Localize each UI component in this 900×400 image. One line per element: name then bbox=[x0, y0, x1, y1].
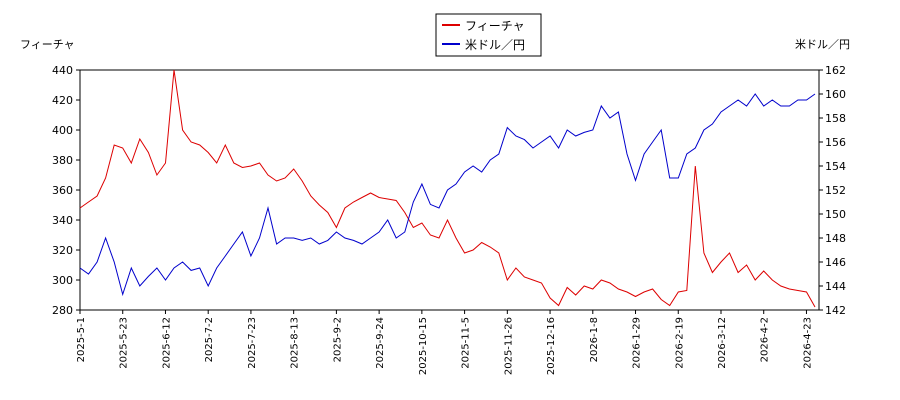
legend bbox=[435, 13, 542, 57]
y-tick-label: 380 bbox=[52, 154, 73, 167]
y2-tick-label: 158 bbox=[825, 112, 846, 125]
series-line bbox=[79, 69, 816, 308]
y-axis-label: フィーチャ bbox=[20, 38, 75, 51]
x-tick-label: 2026-3-12 bbox=[717, 317, 728, 369]
y2-tick-label: 162 bbox=[825, 64, 846, 77]
x-tick-label: 2025-5-23 bbox=[119, 317, 130, 369]
y-tick-label: 360 bbox=[52, 184, 73, 197]
legend-label: フィーチャ bbox=[465, 19, 525, 33]
x-tick-label: 2026-1-29 bbox=[632, 317, 643, 369]
y-tick-label: 280 bbox=[52, 304, 73, 317]
legend-label: 米ドル／円 bbox=[465, 38, 525, 52]
y2-tick-label: 146 bbox=[825, 256, 846, 269]
y2-tick-label: 156 bbox=[825, 136, 846, 149]
series-line bbox=[79, 93, 816, 297]
x-tick-label: 2025-9-2 bbox=[332, 317, 343, 362]
y2-tick-label: 150 bbox=[825, 208, 846, 221]
y2-tick-label: 154 bbox=[825, 160, 846, 173]
y-tick-label: 300 bbox=[52, 274, 73, 287]
y-tick-label: 340 bbox=[52, 214, 73, 227]
y-tick-label: 440 bbox=[52, 64, 73, 77]
x-tick-label: 2025-12-16 bbox=[546, 317, 557, 375]
x-tick-label: 2026-1-8 bbox=[589, 317, 600, 362]
x-tick-label: 2026-4-23 bbox=[802, 317, 813, 369]
x-tick-label: 2025-8-13 bbox=[290, 317, 301, 369]
x-tick-label: 2025-6-12 bbox=[161, 317, 172, 369]
x-tick-label: 2025-11-26 bbox=[503, 317, 514, 375]
y2-tick-label: 144 bbox=[825, 280, 846, 293]
plot-frame bbox=[79, 69, 820, 311]
y2-tick-label: 148 bbox=[825, 232, 846, 245]
y2-axis-label: 米ドル／円 bbox=[795, 38, 850, 51]
y2-tick-label: 160 bbox=[825, 88, 846, 101]
x-tick-label: 2025-5-1 bbox=[76, 317, 87, 362]
y-tick-label: 400 bbox=[52, 124, 73, 137]
y2-tick-label: 142 bbox=[825, 304, 846, 317]
y-tick-label: 320 bbox=[52, 244, 73, 257]
x-tick-label: 2025-7-2 bbox=[204, 317, 215, 362]
y2-tick-label: 152 bbox=[825, 184, 846, 197]
x-tick-label: 2026-2-19 bbox=[674, 317, 685, 369]
y-tick-label: 420 bbox=[52, 94, 73, 107]
x-tick-label: 2025-11-5 bbox=[461, 317, 472, 369]
x-tick-label: 2025-7-23 bbox=[247, 317, 258, 369]
x-tick-label: 2025-9-24 bbox=[375, 317, 386, 369]
x-tick-label: 2025-10-15 bbox=[418, 317, 429, 375]
x-tick-label: 2026-4-2 bbox=[760, 317, 771, 362]
